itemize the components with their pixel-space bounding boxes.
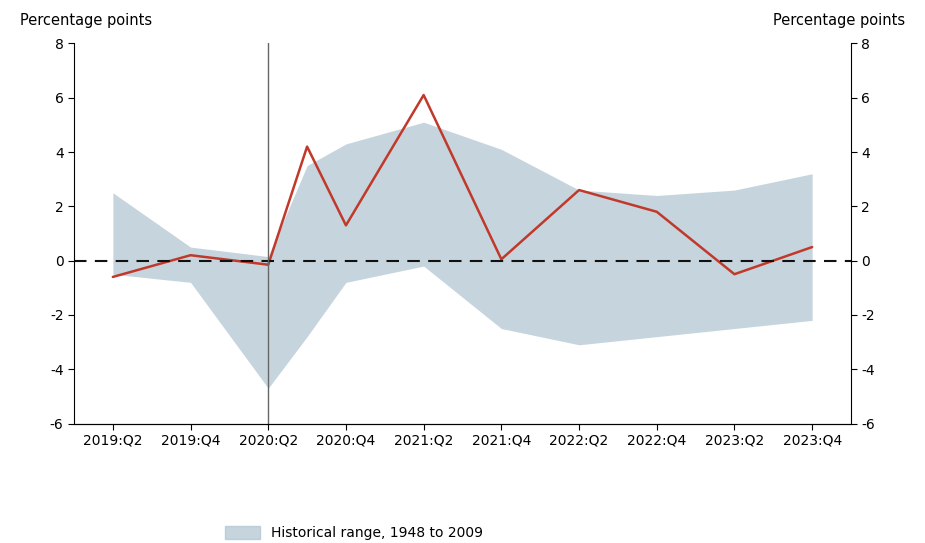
Legend: Historical range, 1948 to 2009, Contribution of corporate profits to inflation, : Historical range, 1948 to 2009, Contribu… xyxy=(225,526,700,543)
Text: Percentage points: Percentage points xyxy=(773,13,906,28)
Text: Percentage points: Percentage points xyxy=(19,13,152,28)
